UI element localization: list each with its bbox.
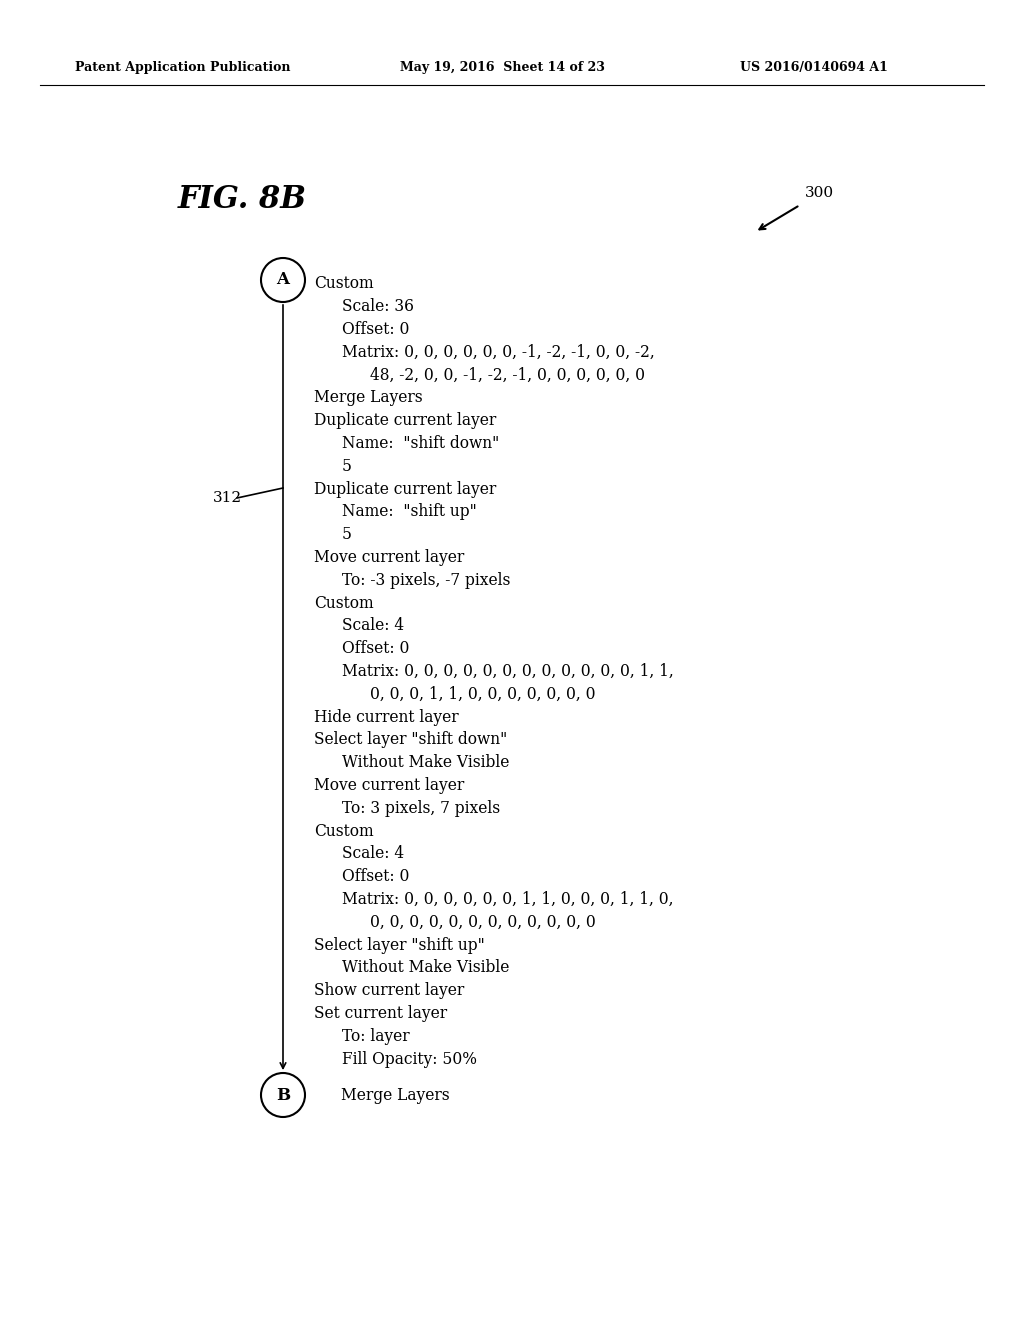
Text: Offset: 0: Offset: 0 [342, 321, 410, 338]
Text: Hide current layer: Hide current layer [314, 709, 459, 726]
Text: Custom: Custom [314, 595, 374, 611]
Text: Offset: 0: Offset: 0 [342, 869, 410, 886]
Text: 0, 0, 0, 0, 0, 0, 0, 0, 0, 0, 0, 0: 0, 0, 0, 0, 0, 0, 0, 0, 0, 0, 0, 0 [370, 913, 596, 931]
Text: Move current layer: Move current layer [314, 777, 464, 795]
Text: Without Make Visible: Without Make Visible [342, 754, 509, 771]
Text: Matrix: 0, 0, 0, 0, 0, 0, -1, -2, -1, 0, 0, -2,: Matrix: 0, 0, 0, 0, 0, 0, -1, -2, -1, 0,… [342, 345, 654, 360]
Text: 312: 312 [213, 491, 242, 506]
Text: FIG. 8B: FIG. 8B [178, 185, 307, 215]
Text: Merge Layers: Merge Layers [314, 389, 423, 407]
Text: To: layer: To: layer [342, 1028, 410, 1045]
Text: Scale: 4: Scale: 4 [342, 846, 404, 862]
Text: May 19, 2016  Sheet 14 of 23: May 19, 2016 Sheet 14 of 23 [400, 62, 605, 74]
Text: Scale: 36: Scale: 36 [342, 298, 414, 315]
Text: Select layer "shift down": Select layer "shift down" [314, 731, 507, 748]
Text: Show current layer: Show current layer [314, 982, 464, 999]
Text: Duplicate current layer: Duplicate current layer [314, 412, 497, 429]
Text: Matrix: 0, 0, 0, 0, 0, 0, 1, 1, 0, 0, 0, 1, 1, 0,: Matrix: 0, 0, 0, 0, 0, 0, 1, 1, 0, 0, 0,… [342, 891, 674, 908]
Text: 0, 0, 0, 1, 1, 0, 0, 0, 0, 0, 0, 0: 0, 0, 0, 1, 1, 0, 0, 0, 0, 0, 0, 0 [370, 686, 596, 704]
Text: 5: 5 [342, 458, 352, 475]
Text: Custom: Custom [314, 276, 374, 293]
Text: Move current layer: Move current layer [314, 549, 464, 566]
Text: 300: 300 [805, 186, 835, 201]
Text: Duplicate current layer: Duplicate current layer [314, 480, 497, 498]
Text: A: A [276, 272, 290, 289]
Text: Custom: Custom [314, 822, 374, 840]
Text: 48, -2, 0, 0, -1, -2, -1, 0, 0, 0, 0, 0, 0: 48, -2, 0, 0, -1, -2, -1, 0, 0, 0, 0, 0,… [370, 367, 645, 384]
Text: B: B [275, 1086, 290, 1104]
Text: Offset: 0: Offset: 0 [342, 640, 410, 657]
Text: Merge Layers: Merge Layers [341, 1086, 450, 1104]
Text: Set current layer: Set current layer [314, 1005, 447, 1022]
Text: Name:  "shift up": Name: "shift up" [342, 503, 477, 520]
Text: 5: 5 [342, 527, 352, 544]
Text: To: -3 pixels, -7 pixels: To: -3 pixels, -7 pixels [342, 572, 510, 589]
Text: US 2016/0140694 A1: US 2016/0140694 A1 [740, 62, 888, 74]
Text: Fill Opacity: 50%: Fill Opacity: 50% [342, 1051, 477, 1068]
Text: Without Make Visible: Without Make Visible [342, 960, 509, 977]
Text: Name:  "shift down": Name: "shift down" [342, 436, 500, 451]
Text: Matrix: 0, 0, 0, 0, 0, 0, 0, 0, 0, 0, 0, 0, 1, 1,: Matrix: 0, 0, 0, 0, 0, 0, 0, 0, 0, 0, 0,… [342, 663, 674, 680]
Text: Scale: 4: Scale: 4 [342, 618, 404, 635]
Text: To: 3 pixels, 7 pixels: To: 3 pixels, 7 pixels [342, 800, 500, 817]
Text: Select layer "shift up": Select layer "shift up" [314, 937, 484, 953]
Text: Patent Application Publication: Patent Application Publication [75, 62, 291, 74]
